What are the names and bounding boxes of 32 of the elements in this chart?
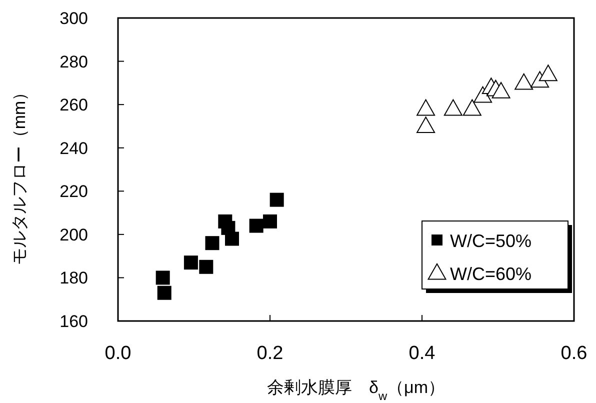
y-tick-label: 200 — [60, 225, 88, 244]
point — [249, 218, 264, 233]
y-tick-label: 180 — [60, 268, 88, 288]
y-tick-label: 160 — [60, 312, 88, 331]
point — [156, 270, 170, 285]
point — [263, 214, 277, 228]
point — [225, 232, 239, 246]
point — [416, 99, 436, 116]
x-tick-label: 0.2 — [256, 343, 284, 364]
point — [538, 64, 558, 82]
point — [514, 73, 534, 90]
point — [199, 260, 214, 274]
point — [492, 82, 510, 98]
x-tick-label: 0.0 — [104, 343, 132, 364]
y-tick-label: 280 — [60, 52, 88, 72]
x-tick-label: 0.4 — [408, 343, 436, 364]
y-tick-label: 260 — [60, 96, 88, 115]
y-tick-label: 240 — [60, 138, 88, 158]
point — [270, 192, 284, 207]
point — [184, 256, 198, 270]
legend-label: W/C=60% — [450, 264, 532, 284]
point — [416, 116, 436, 134]
legend-label: W/C=50% — [450, 231, 532, 251]
point — [157, 286, 172, 300]
point — [205, 236, 220, 250]
point — [462, 99, 482, 116]
x-axis-title: 余剰水膜厚 δ$_{w}$（μm） — [266, 378, 446, 403]
y-tick-label: 300 — [60, 9, 88, 28]
point — [444, 99, 462, 116]
y-tick-label: 220 — [60, 182, 88, 202]
x-tick-label: 0.6 — [560, 343, 588, 364]
y-axis-title: モルタルフロー（mm） — [10, 84, 29, 266]
